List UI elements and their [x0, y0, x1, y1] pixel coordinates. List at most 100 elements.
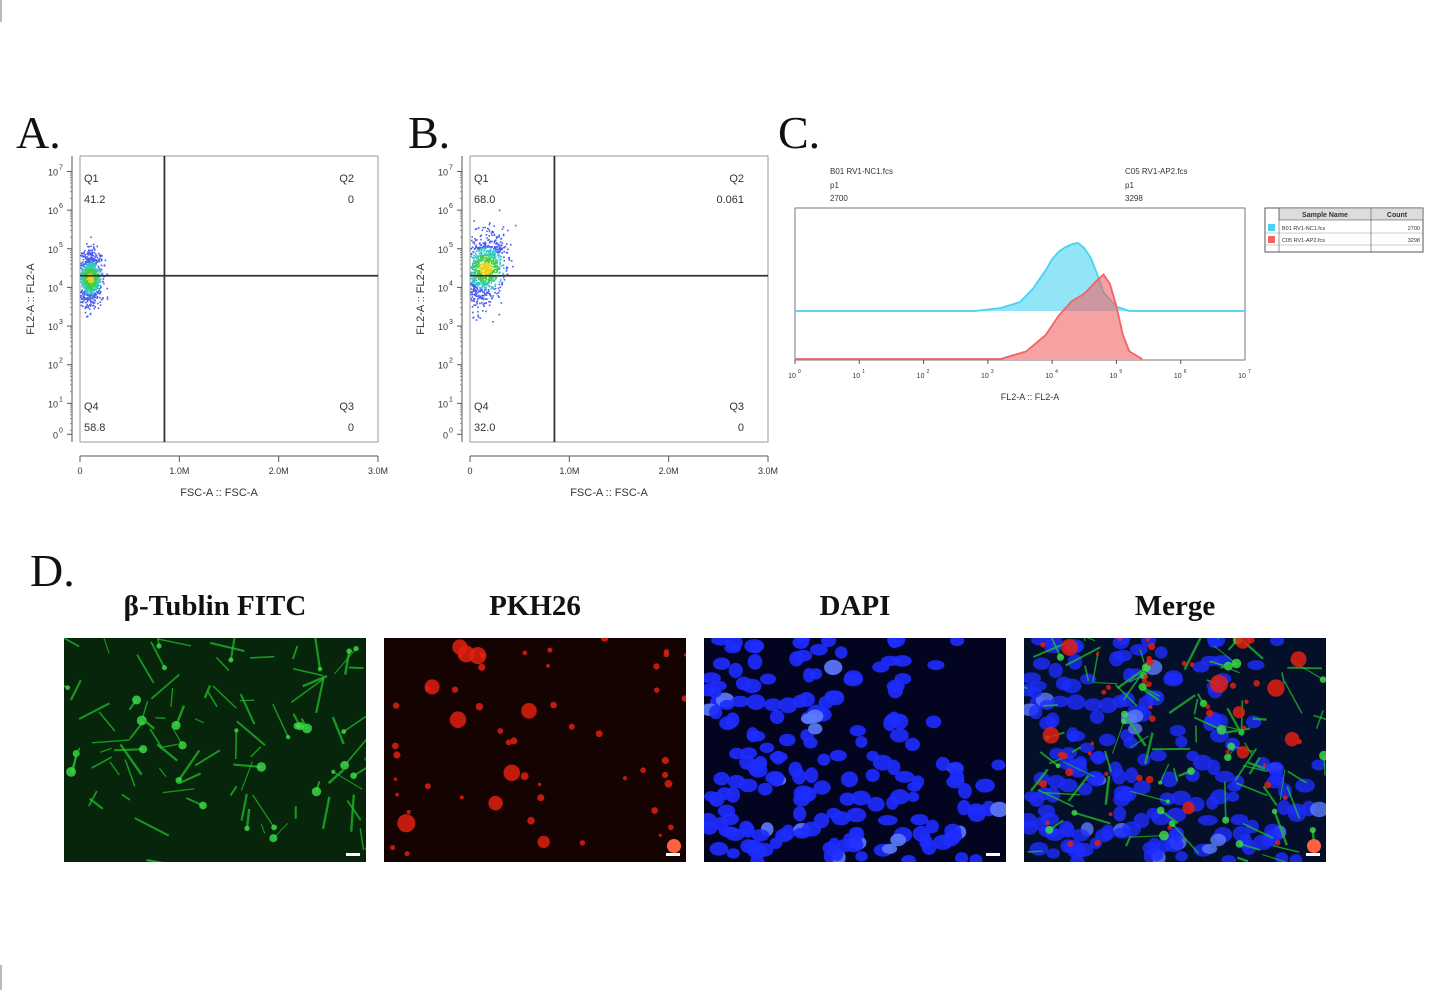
cell-body: [65, 685, 71, 691]
data-point: [493, 268, 496, 271]
nucleus: [769, 709, 785, 725]
data-point: [474, 228, 477, 231]
nucleus: [724, 827, 740, 838]
data-point: [512, 265, 514, 268]
data-point: [488, 259, 490, 261]
data-point: [478, 272, 480, 274]
x-tick-exponent: 5: [1119, 369, 1122, 375]
data-point: [90, 236, 92, 239]
nucleus: [778, 733, 796, 747]
data-point: [472, 279, 474, 281]
vesicle: [537, 782, 542, 787]
data-point: [492, 321, 494, 323]
data-point: [477, 227, 480, 229]
nucleus: [713, 771, 730, 786]
vesicle: [459, 795, 464, 800]
cell-body: [171, 720, 181, 730]
data-point: [98, 257, 101, 260]
data-point: [482, 264, 485, 267]
data-point: [86, 273, 88, 276]
nucleus: [1164, 837, 1184, 853]
data-point: [475, 319, 478, 321]
data-point: [83, 272, 85, 275]
nucleus: [1058, 778, 1078, 793]
data-point: [80, 273, 83, 276]
data-point: [100, 254, 102, 257]
data-point: [85, 283, 87, 286]
data-point: [480, 244, 482, 246]
data-point: [81, 282, 83, 285]
legend-header: Count: [1387, 212, 1408, 219]
data-point: [83, 280, 86, 282]
data-point: [476, 261, 478, 263]
data-point: [475, 263, 478, 265]
nucleus: [729, 747, 745, 760]
vesicle: [667, 824, 674, 831]
data-point: [89, 259, 91, 261]
data-point: [94, 273, 97, 275]
fiber: [1183, 638, 1202, 671]
data-point: [485, 286, 487, 288]
data-point: [88, 251, 91, 254]
nucleus: [927, 660, 945, 671]
fiber: [1116, 668, 1145, 690]
data-point: [476, 285, 479, 288]
data-point: [89, 272, 91, 274]
nucleus: [1113, 649, 1133, 662]
data-point: [495, 247, 497, 249]
data-point: [82, 263, 85, 266]
data-point: [514, 224, 517, 227]
data-point: [494, 252, 496, 255]
data-point: [80, 277, 82, 279]
data-point: [473, 300, 475, 303]
plot-frame: [794, 207, 1246, 361]
data-point: [84, 281, 87, 283]
data-point: [490, 270, 493, 272]
data-point: [472, 266, 474, 269]
data-point: [81, 284, 84, 287]
data-point: [482, 245, 485, 247]
data-point: [484, 269, 487, 272]
data-point: [91, 259, 93, 261]
fiber: [1092, 651, 1099, 683]
data-point: [100, 285, 102, 288]
data-point: [97, 284, 100, 287]
data-point: [96, 273, 99, 276]
data-point: [472, 251, 475, 253]
plot-frame: [469, 155, 769, 443]
nucleus: [707, 687, 722, 698]
nucleus: [886, 795, 899, 810]
data-point: [482, 310, 484, 312]
data-point: [474, 278, 476, 280]
vesicle: [1104, 771, 1109, 776]
data-point: [93, 302, 96, 304]
data-point: [478, 278, 480, 280]
fiber: [215, 656, 230, 672]
data-point: [481, 259, 484, 262]
fiber: [1225, 727, 1251, 734]
data-point: [478, 261, 480, 264]
nucleus: [798, 692, 815, 707]
data-point: [496, 292, 498, 295]
data-point: [488, 253, 490, 256]
legend-series-name: C05 RV1-AP2.fcs: [1282, 238, 1325, 244]
data-point: [474, 266, 477, 269]
data-point: [82, 286, 85, 289]
data-point: [87, 272, 89, 274]
data-point: [84, 307, 86, 310]
data-point: [498, 234, 501, 237]
data-point: [488, 290, 490, 293]
data-point: [476, 298, 479, 300]
vesicle: [1189, 662, 1195, 667]
cell-body: [1120, 710, 1129, 718]
cell-body: [317, 666, 323, 672]
data-point: [473, 290, 476, 292]
data-point: [95, 287, 97, 289]
nucleus: [731, 695, 750, 708]
vesicle: [503, 764, 521, 782]
data-point: [478, 290, 480, 292]
cell-body: [295, 721, 305, 731]
data-point: [89, 257, 91, 260]
data-point: [501, 247, 503, 249]
y-tick-exponent: 3: [59, 319, 63, 326]
